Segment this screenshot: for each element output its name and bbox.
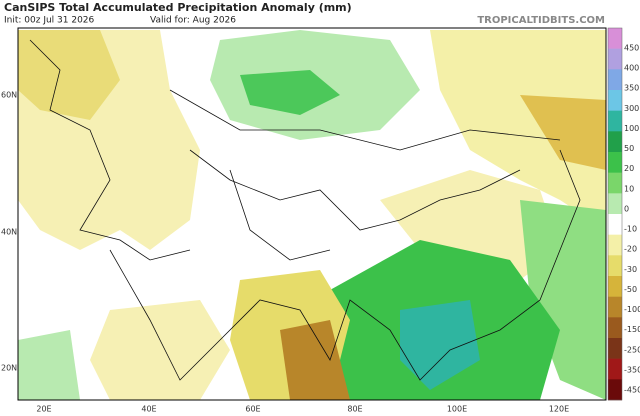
colorbar-swatch — [608, 379, 622, 401]
colorbar-swatch — [608, 69, 622, 91]
colorbar-swatch — [608, 193, 622, 215]
colorbar-label: 20 — [624, 164, 634, 173]
colorbar-label: -50 — [624, 285, 637, 294]
map-frame — [17, 27, 607, 401]
colorbar-label: 350 — [624, 84, 639, 93]
colorbar-swatch — [608, 214, 622, 235]
lon-label: 20E — [36, 405, 51, 414]
lat-label: 60N — [1, 91, 17, 100]
colorbar-label: 400 — [624, 64, 639, 73]
colorbar-label: -100 — [624, 305, 640, 314]
colorbar-label: -250 — [624, 345, 640, 354]
colorbar-swatch — [608, 276, 622, 297]
colorbar-swatch — [608, 234, 622, 256]
lon-label: 40E — [141, 405, 156, 414]
init-time: Init: 00z Jul 31 2026 — [4, 16, 95, 26]
colorbar-label: -150 — [624, 325, 640, 334]
colorbar-label: -10 — [624, 225, 637, 234]
colorbar-swatch — [608, 131, 622, 153]
colorbar-label: 100 — [624, 124, 639, 133]
map-area — [18, 28, 606, 400]
lon-label: 120E — [549, 405, 569, 414]
lat-label: 20N — [1, 364, 17, 373]
colorbar-label: -20 — [624, 245, 637, 254]
colorbar-swatch — [608, 358, 622, 380]
colorbar-swatch — [608, 48, 622, 70]
colorbar-label: 450 — [624, 44, 639, 53]
site-credit: TROPICALTIDBITS.COM — [477, 15, 605, 26]
colorbar-swatch — [608, 296, 622, 318]
lon-label: 60E — [245, 405, 260, 414]
lon-label: 100E — [447, 405, 467, 414]
colorbar-swatch — [608, 152, 622, 173]
colorbar-swatch — [608, 28, 622, 49]
lon-label: 80E — [347, 405, 362, 414]
colorbar-label: 10 — [624, 184, 634, 193]
colorbar-swatch — [608, 317, 622, 339]
colorbar-swatch — [608, 110, 622, 132]
colorbar-swatch — [608, 338, 622, 359]
colorbar-label: -450 — [624, 386, 640, 395]
colorbar-swatch — [608, 255, 622, 277]
title: CanSIPS Total Accumulated Precipitation … — [4, 1, 352, 14]
colorbar-label: -350 — [624, 365, 640, 374]
colorbar-label: 300 — [624, 104, 639, 113]
colorbar-frame — [607, 27, 623, 401]
colorbar-swatch — [608, 172, 622, 194]
colorbar-label: -30 — [624, 265, 637, 274]
valid-time: Valid for: Aug 2026 — [150, 16, 236, 26]
colorbar-label: 50 — [624, 144, 634, 153]
lat-label: 40N — [1, 228, 17, 237]
colorbar-label: 0 — [624, 204, 629, 213]
colorbar-swatch — [608, 90, 622, 111]
